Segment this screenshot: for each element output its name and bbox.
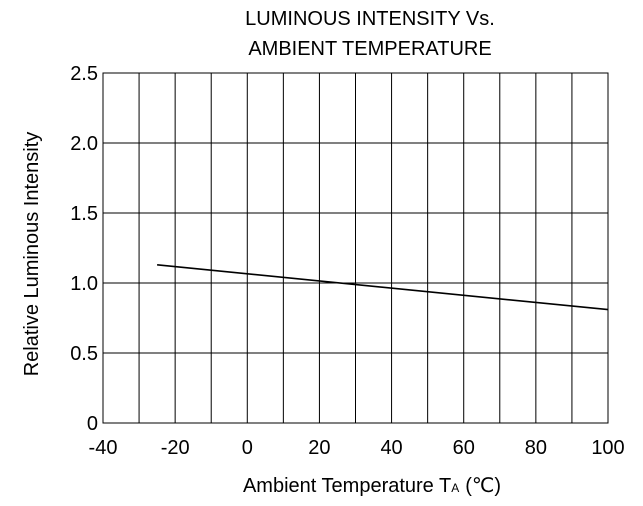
x-axis-label: Ambient Temperature TA (℃) (243, 475, 501, 497)
chart-title-line-1: LUMINOUS INTENSITY Vs. (245, 8, 495, 30)
x-tick-labels: -40 -20 0 20 40 60 80 100 (89, 437, 625, 459)
x-tick-label: -20 (161, 437, 190, 459)
x-tick-label: 100 (591, 437, 624, 459)
series-line-1 (157, 264, 609, 311)
y-tick-label: 1.0 (70, 273, 98, 295)
x-tick-label: -40 (89, 437, 118, 459)
y-tick-labels: 0 0.5 1.0 1.5 2.0 2.5 (70, 63, 98, 435)
x-axis-label-unit: (℃) (465, 475, 501, 497)
y-tick-label: 2.5 (70, 63, 98, 85)
x-tick-label: 40 (380, 437, 402, 459)
y-tick-label: 2.0 (70, 133, 98, 155)
x-axis-label-main: Ambient Temperature T (243, 475, 451, 497)
x-axis-label-subscript: A (451, 481, 459, 495)
y-axis-label: Relative Luminous Intensity (21, 132, 43, 377)
x-tick-label: 80 (525, 437, 547, 459)
y-tick-label: 1.5 (70, 203, 98, 225)
plot-area-frame (102, 72, 609, 424)
series-layer (157, 264, 609, 311)
x-tick-label: 0 (242, 437, 253, 459)
y-tick-label: 0.5 (70, 343, 98, 365)
x-tick-label: 20 (308, 437, 330, 459)
x-tick-label: 60 (453, 437, 475, 459)
chart-title-line-2: AMBIENT TEMPERATURE (248, 38, 491, 60)
y-tick-label: 0 (87, 413, 98, 435)
grid (103, 73, 608, 423)
